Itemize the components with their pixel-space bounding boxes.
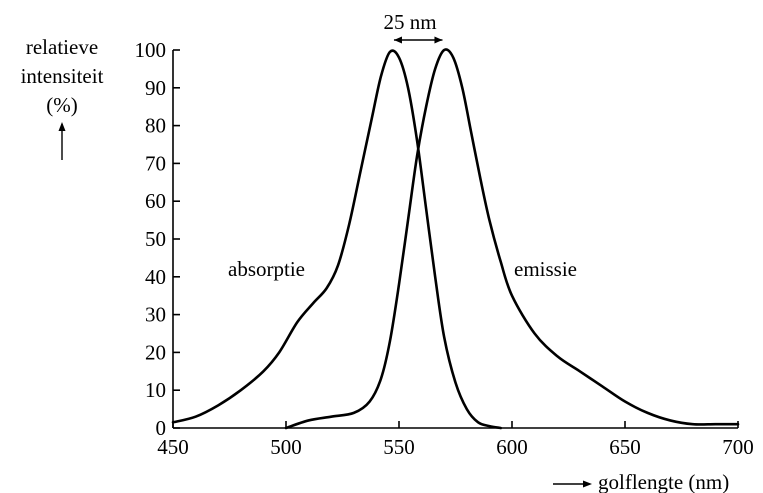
- y-tick-label: 40: [145, 265, 166, 289]
- y-axis-label-line-1: relatieve: [26, 35, 98, 59]
- x-axis-label-arrow: [553, 480, 592, 488]
- series-label-emissie: emissie: [514, 257, 577, 281]
- y-tick-label: 60: [145, 189, 166, 213]
- x-axis-label: golflengte (nm): [598, 470, 729, 493]
- x-tick-label: 500: [270, 435, 302, 459]
- x-tick-label: 600: [496, 435, 528, 459]
- y-tick-label: 20: [145, 340, 166, 364]
- y-ticks: 0 10 20 30 40 50 60 70 80 90 100: [135, 38, 180, 440]
- y-tick-label: 100: [135, 38, 167, 62]
- peak-distance-label: 25 nm: [383, 10, 436, 34]
- y-axis-label-arrow: [58, 122, 66, 160]
- y-tick-label: 90: [145, 76, 166, 100]
- x-ticks: 450 500 550 600 650 700: [157, 421, 754, 459]
- x-tick-label: 450: [157, 435, 189, 459]
- peak-distance-arrow: [393, 36, 443, 44]
- y-tick-label: 50: [145, 227, 166, 251]
- y-axis-label-line-3: (%): [46, 93, 77, 117]
- y-tick-label: 10: [145, 378, 166, 402]
- y-tick-label: 30: [145, 303, 166, 327]
- series-line-absorptie: [171, 49, 502, 430]
- y-axis-label-line-2: intensiteit: [21, 64, 104, 88]
- x-tick-label: 550: [383, 435, 415, 459]
- y-tick-label: 80: [145, 114, 166, 138]
- series-line-emissie: [284, 48, 740, 430]
- x-tick-label: 650: [609, 435, 641, 459]
- x-tick-label: 700: [722, 435, 754, 459]
- y-tick-label: 0: [156, 416, 167, 440]
- y-tick-label: 70: [145, 151, 166, 175]
- series-label-absorptie: absorptie: [228, 257, 305, 281]
- series-group: [171, 48, 740, 430]
